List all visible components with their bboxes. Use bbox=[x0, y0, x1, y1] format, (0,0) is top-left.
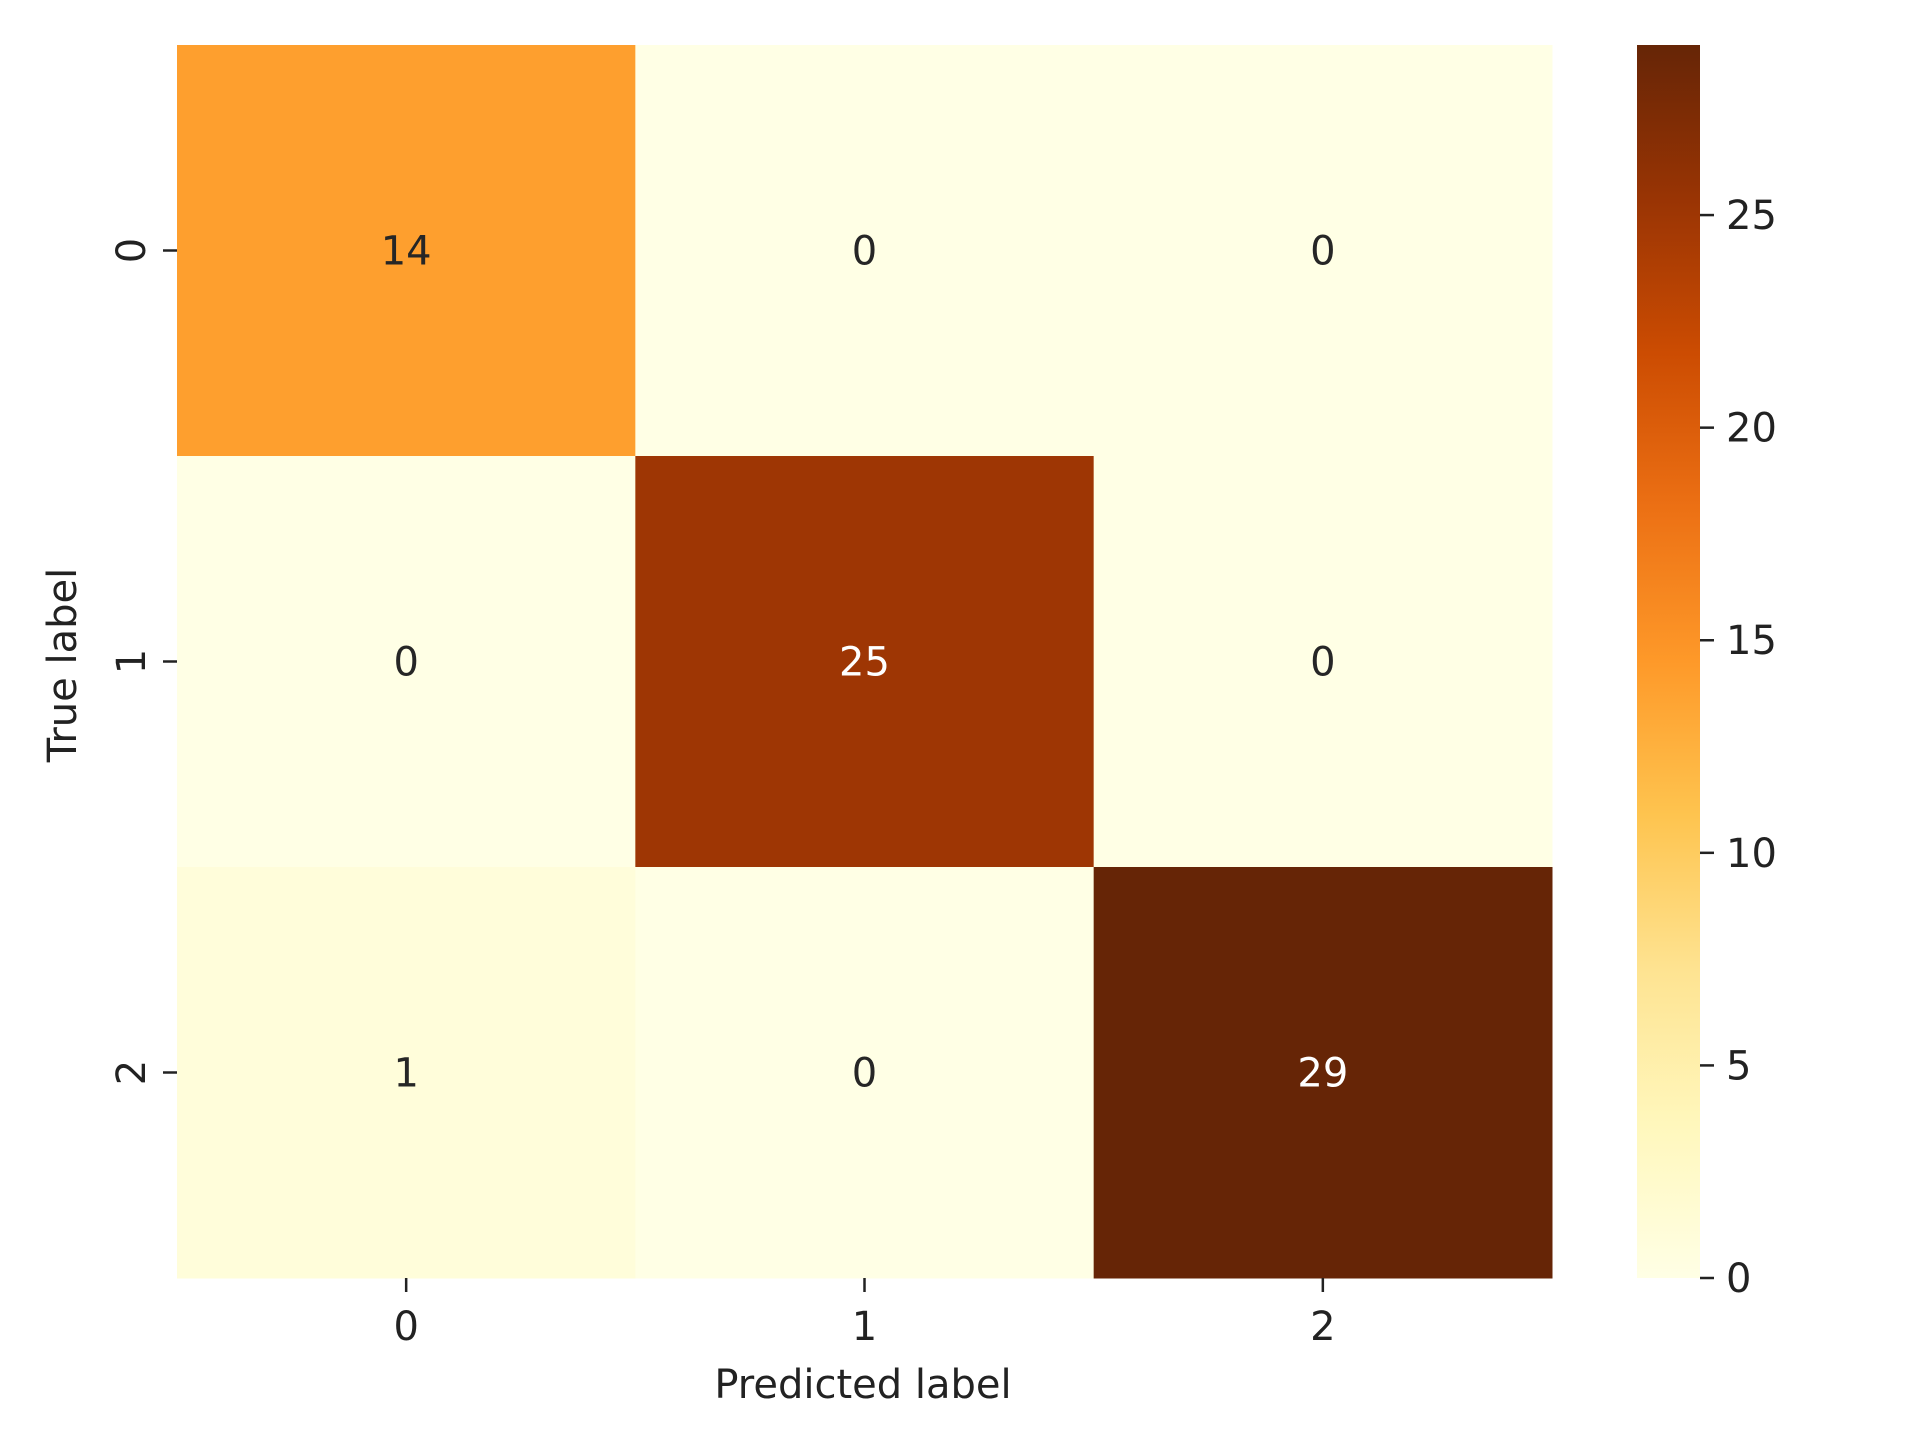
cell-value-r0-c1: 0 bbox=[852, 229, 877, 275]
y-tick-label-1: 1 bbox=[109, 649, 155, 674]
heatmap-cell-r2-c2 bbox=[1093, 867, 1553, 1279]
heatmap-cell-r2-c1 bbox=[635, 867, 1095, 1279]
y-axis: 0 1 2 bbox=[109, 238, 177, 1085]
heatmap-cell-r1-c0 bbox=[177, 456, 636, 868]
cell-value-r0-c2: 0 bbox=[1310, 229, 1335, 275]
heatmap-cell-r1-c2 bbox=[1093, 456, 1553, 868]
colorbar-ticks: 0 5 10 15 20 25 bbox=[1700, 193, 1777, 1302]
x-axis-label: Predicted label bbox=[714, 1362, 1011, 1408]
x-tick-label-2: 2 bbox=[1310, 1304, 1335, 1350]
y-axis-label: True label bbox=[40, 568, 86, 763]
cell-value-r2-c2: 29 bbox=[1297, 1051, 1348, 1097]
colorbar-tick-label-15: 15 bbox=[1726, 618, 1777, 664]
cell-annotations: 14 0 0 0 25 0 1 0 29 bbox=[381, 229, 1349, 1097]
heatmap-cell-r2-c0 bbox=[177, 867, 636, 1279]
colorbar-tick-label-10: 10 bbox=[1726, 831, 1777, 877]
colorbar-tick-label-5: 5 bbox=[1726, 1043, 1751, 1089]
x-tick-label-0: 0 bbox=[393, 1304, 418, 1350]
heatmap-cells bbox=[177, 45, 1553, 1279]
heatmap-cell-r0-c1 bbox=[635, 45, 1095, 457]
colorbar: 0 5 10 15 20 25 bbox=[1637, 45, 1777, 1302]
cell-value-r1-c0: 0 bbox=[393, 640, 418, 686]
colorbar-tick-label-20: 20 bbox=[1726, 406, 1777, 452]
cell-value-r1-c2: 0 bbox=[1310, 640, 1335, 686]
cell-value-r1-c1: 25 bbox=[839, 640, 890, 686]
y-tick-label-0: 0 bbox=[109, 238, 155, 263]
x-tick-label-1: 1 bbox=[852, 1304, 877, 1350]
heatmap-cell-r1-c1 bbox=[635, 456, 1095, 868]
colorbar-gradient bbox=[1637, 45, 1700, 1278]
y-tick-label-2: 2 bbox=[109, 1060, 155, 1085]
colorbar-tick-label-25: 25 bbox=[1726, 193, 1777, 239]
cell-value-r2-c0: 1 bbox=[393, 1051, 418, 1097]
cell-value-r0-c0: 14 bbox=[381, 229, 432, 275]
cell-value-r2-c1: 0 bbox=[852, 1051, 877, 1097]
x-axis: 0 1 2 bbox=[393, 1278, 1336, 1350]
heatmap-cell-r0-c0 bbox=[177, 45, 636, 457]
colorbar-tick-label-0: 0 bbox=[1726, 1256, 1751, 1302]
heatmap-cell-r0-c2 bbox=[1093, 45, 1553, 457]
